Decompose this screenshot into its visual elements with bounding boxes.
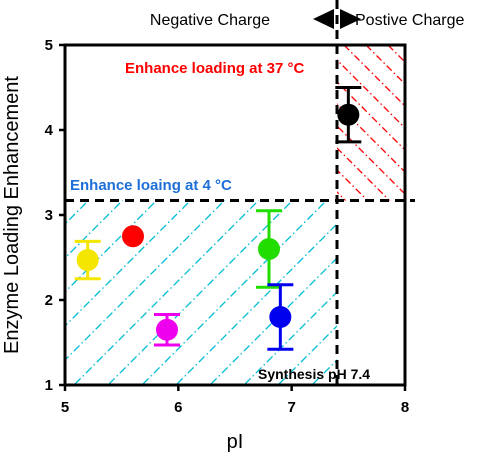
red-hatch-line xyxy=(136,35,500,415)
red-hatch-line xyxy=(337,81,405,151)
red-hatch-line xyxy=(158,35,500,415)
blue-hatch-line xyxy=(311,359,337,385)
red-hatch-line xyxy=(488,35,500,415)
x-tick-label: 7 xyxy=(287,399,295,416)
axis-ticks: 5 6 7 8 1 2 3 4 5 xyxy=(45,37,410,416)
blue-hatch-line xyxy=(336,75,500,395)
data-point xyxy=(267,283,294,351)
red-hatch-line xyxy=(337,125,405,195)
red-hatch-line xyxy=(92,35,472,415)
x-axis-label: pI xyxy=(227,431,244,453)
blue-hatch-line xyxy=(404,75,500,395)
data-point xyxy=(256,209,282,289)
red-hatch-line xyxy=(48,35,428,415)
left-arrow-icon xyxy=(313,9,334,29)
data-point xyxy=(335,86,362,144)
red-hatch-line xyxy=(337,191,347,201)
red-hatch-line xyxy=(337,169,369,201)
charge-arrows-icon xyxy=(313,9,361,29)
point-marker xyxy=(156,318,178,341)
red-hatch-line xyxy=(422,35,500,415)
y-tick-label: 2 xyxy=(45,292,53,309)
data-point xyxy=(74,239,101,281)
red-hatch-line xyxy=(114,35,494,415)
red-hatch-line xyxy=(365,45,405,85)
red-hatch-line xyxy=(466,35,500,415)
negative-region-hatch xyxy=(0,75,500,395)
blue-hatch-line xyxy=(107,200,294,385)
positive-charge-label: Postive Charge xyxy=(355,12,464,29)
data-point xyxy=(154,312,180,347)
red-hatch-line xyxy=(70,35,450,415)
red-hatch-line xyxy=(337,147,391,201)
red-hatch-line xyxy=(337,59,405,129)
red-hatch-line xyxy=(387,45,405,63)
y-tick-label: 4 xyxy=(45,122,54,139)
x-tick-label: 8 xyxy=(401,399,409,416)
red-hatch-line xyxy=(400,35,500,415)
blue-hatch-line xyxy=(243,291,337,385)
y-tick-label: 1 xyxy=(45,377,53,394)
blue-hatch-line xyxy=(370,75,500,395)
blue-hatch-line xyxy=(0,75,180,395)
blue-hatch-line xyxy=(175,223,337,385)
y-axis-label: Enzyme Loading Enhancement xyxy=(1,76,23,354)
annotation-37c: Enhance loading at 37 °C xyxy=(125,60,305,77)
annotation-4c: Enhance loaing at 4 °C xyxy=(70,177,232,194)
y-tick-label: 5 xyxy=(45,37,53,54)
data-points xyxy=(74,86,362,351)
point-marker xyxy=(337,103,360,126)
blue-hatch-line xyxy=(472,75,500,395)
annotation-synthesis-ph: Synthesis pH 7.4 xyxy=(258,366,370,382)
x-tick-label: 6 xyxy=(174,399,182,416)
negative-charge-label: Negative Charge xyxy=(150,12,270,29)
point-marker xyxy=(258,238,280,260)
y-tick-label: 3 xyxy=(45,207,53,224)
point-marker xyxy=(122,225,144,248)
point-marker xyxy=(269,306,292,328)
right-arrow-icon xyxy=(340,9,361,29)
blue-hatch-line xyxy=(438,75,500,395)
point-marker xyxy=(76,249,99,272)
x-tick-label: 5 xyxy=(61,399,69,416)
data-point xyxy=(122,225,144,248)
blue-hatch-line xyxy=(277,325,337,385)
red-hatch-line xyxy=(444,35,500,415)
red-hatch-line xyxy=(337,103,405,173)
positive-region-hatch xyxy=(48,35,500,415)
red-hatch-line xyxy=(343,45,405,107)
plot-frame xyxy=(63,43,407,387)
blue-hatch-line xyxy=(65,200,226,361)
blue-hatch-line xyxy=(65,200,90,225)
